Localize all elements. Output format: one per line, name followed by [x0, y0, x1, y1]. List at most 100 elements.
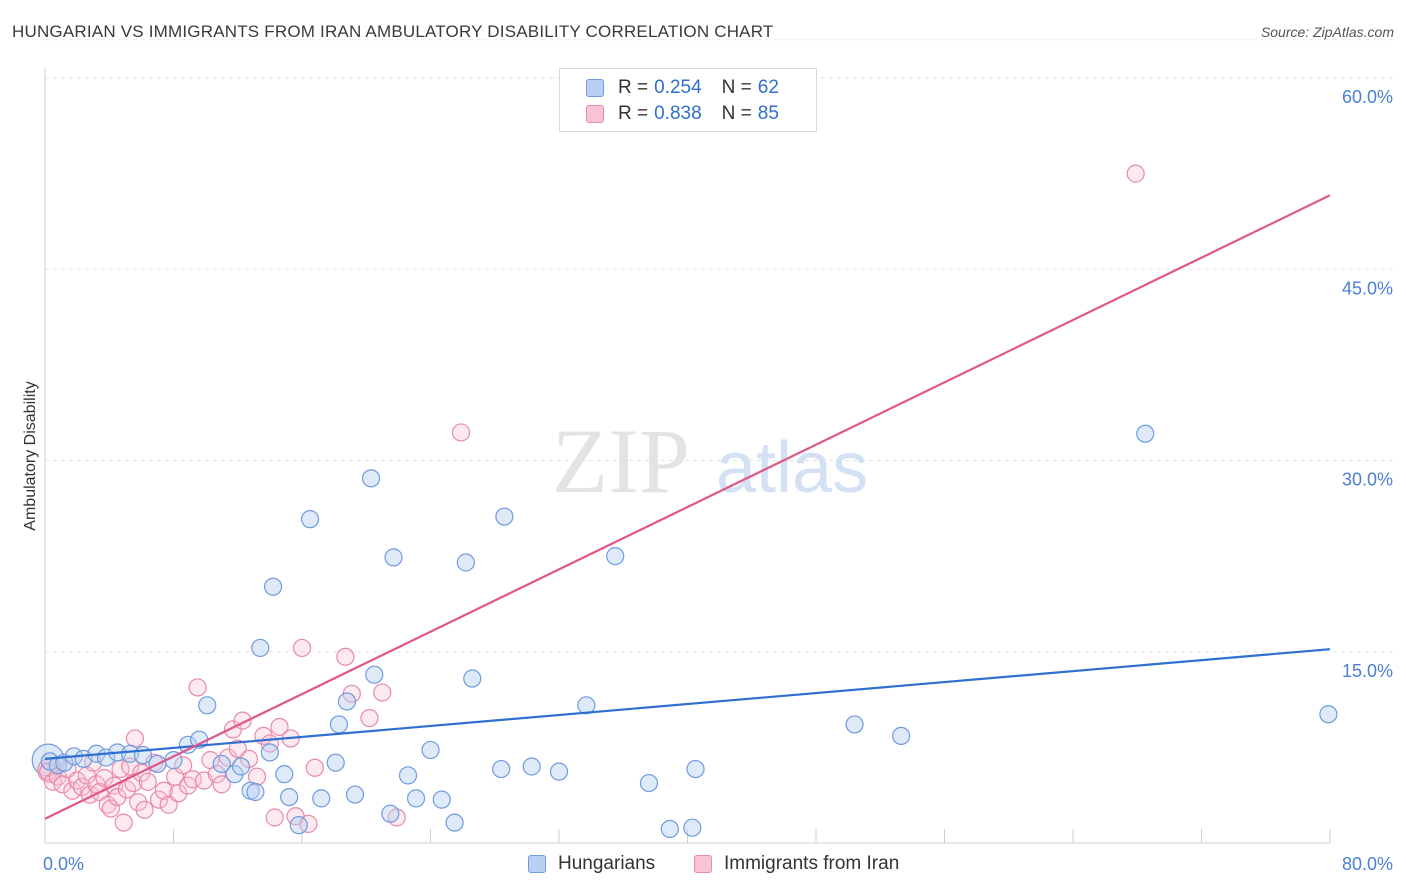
point-iran — [1126, 164, 1145, 183]
point-iran — [95, 768, 114, 788]
point-hungarians — [337, 692, 357, 711]
point-iran — [149, 790, 169, 809]
y-tick-label: 60.0% — [1342, 87, 1393, 107]
y-tick-label: 30.0% — [1342, 470, 1393, 490]
point-iran — [270, 717, 289, 737]
point-iran — [212, 775, 231, 794]
axes — [44, 68, 1331, 844]
point-iran — [125, 729, 145, 748]
point-iran — [207, 765, 226, 784]
trend-lines — [44, 194, 1331, 820]
legend-swatch-hungarians — [586, 79, 604, 97]
legend-n-value: 85 — [757, 103, 779, 124]
point-hungarians — [260, 743, 279, 762]
watermark: ZIP atlas — [552, 410, 868, 512]
point-iran — [114, 813, 133, 832]
x-tick-label: 0.0% — [43, 854, 84, 874]
point-iran — [174, 756, 193, 775]
point-hungarians — [329, 715, 349, 734]
point-hungarians — [1319, 705, 1338, 724]
point-hungarians — [345, 785, 365, 804]
point-hungarians — [445, 813, 464, 832]
point-hungarians — [660, 819, 679, 839]
point-hungarians — [246, 782, 265, 802]
point-hungarians — [251, 638, 270, 658]
source-label: Source: ZipAtlas.com — [1260, 24, 1394, 40]
point-hungarians — [606, 547, 625, 566]
legend-n-label: N = — [721, 77, 752, 98]
point-hungarians — [639, 773, 659, 793]
point-hungarians — [463, 669, 482, 688]
point-iran — [169, 784, 188, 803]
legend-row-hungarians: R = 0.254 N = 62 — [586, 76, 779, 100]
point-hungarians — [312, 789, 331, 808]
y-axis-label: Ambulatory Disability — [22, 381, 39, 530]
point-hungarians — [522, 757, 541, 776]
point-hungarians — [1136, 424, 1155, 443]
legend-row-iran: R = 0.838 N = 85 — [586, 102, 779, 126]
point-hungarians — [892, 726, 911, 746]
point-hungarians — [686, 759, 705, 779]
watermark-atlas: atlas — [716, 428, 868, 508]
legend: R = 0.254 N = 62 R = 0.838 N = 85 — [559, 68, 817, 132]
point-hungarians — [432, 790, 451, 809]
point-hungarians — [492, 759, 511, 779]
point-hungarians — [577, 696, 596, 715]
legend-n-label: N = — [721, 103, 752, 124]
point-hungarians — [365, 665, 384, 684]
point-hungarians — [212, 754, 231, 774]
legend-r-value: 0.254 — [654, 77, 702, 98]
point-iran — [305, 758, 324, 777]
bottom-legend-iran: Immigrants from Iran — [694, 852, 899, 876]
legend-r-value: 0.838 — [654, 103, 702, 124]
point-hungarians — [398, 766, 418, 785]
point-hungarians — [406, 789, 426, 808]
point-hungarians — [361, 469, 381, 488]
point-iran — [373, 683, 392, 702]
point-hungarians — [384, 548, 403, 567]
point-hungarians — [381, 804, 400, 823]
point-hungarians — [549, 762, 569, 781]
point-hungarians — [683, 818, 702, 837]
point-iran — [101, 799, 120, 818]
y-tick-label: 45.0% — [1342, 278, 1393, 298]
point-hungarians — [289, 816, 308, 835]
point-hungarians — [845, 715, 864, 734]
trend-line-iran — [44, 194, 1331, 820]
bottom-legend-label-iran: Immigrants from Iran — [724, 853, 900, 874]
point-iran — [154, 781, 173, 800]
point-hungarians — [456, 553, 475, 572]
point-iran — [138, 772, 157, 791]
legend-n-value: 62 — [757, 77, 779, 98]
point-iran — [299, 814, 318, 833]
point-iran — [135, 800, 154, 819]
point-iran — [451, 423, 471, 442]
trend-line-hungarians — [44, 648, 1331, 760]
point-hungarians — [421, 740, 440, 760]
point-hungarians — [300, 510, 320, 529]
point-iran — [63, 781, 82, 800]
x-tick-label: 80.0% — [1342, 854, 1393, 874]
point-hungarians — [263, 577, 283, 596]
bottom-legend-label-hungarians: Hungarians — [558, 853, 656, 874]
point-hungarians — [121, 744, 140, 763]
point-hungarians — [275, 765, 294, 784]
point-iran — [336, 647, 355, 666]
point-iran — [228, 739, 247, 758]
point-iran — [188, 678, 207, 697]
point-hungarians — [231, 757, 251, 776]
tick-labels: 15.0% 30.0% 45.0% 60.0% 0.0% 80.0% — [43, 87, 1393, 874]
bottom-legend-swatch-iran — [694, 855, 712, 873]
legend-r-label: R = — [618, 103, 649, 124]
point-iran — [292, 638, 312, 658]
legend-r-label: R = — [618, 77, 649, 98]
point-iran — [360, 708, 379, 728]
legend-swatch-iran — [586, 105, 604, 123]
point-hungarians — [198, 696, 217, 715]
bottom-legend-swatch-hungarians — [528, 855, 546, 873]
chart-title: HUNGARIAN VS IMMIGRANTS FROM IRAN AMBULA… — [12, 22, 774, 41]
bottom-legend-hungarians: Hungarians — [528, 852, 655, 876]
point-hungarians — [326, 753, 345, 772]
y-tick-label: 15.0% — [1342, 661, 1393, 681]
